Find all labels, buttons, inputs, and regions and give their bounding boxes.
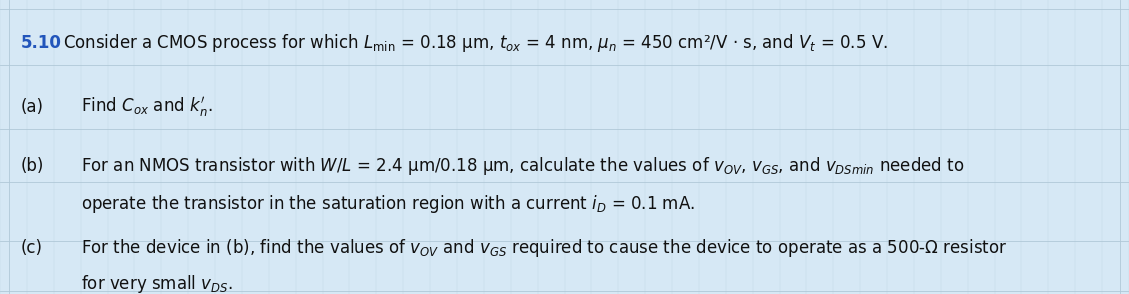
Text: 5.10: 5.10 bbox=[20, 34, 61, 52]
Text: (c): (c) bbox=[20, 239, 42, 258]
Text: Consider a CMOS process for which $L_{\rm min}$ = 0.18 μm, $t_{ox}$ = 4 nm, $\mu: Consider a CMOS process for which $L_{\r… bbox=[63, 32, 889, 54]
Text: for very small $v_{DS}$.: for very small $v_{DS}$. bbox=[81, 273, 234, 294]
Text: Find $C_{ox}$ and $k_n^{\prime}$.: Find $C_{ox}$ and $k_n^{\prime}$. bbox=[81, 95, 212, 119]
Text: (b): (b) bbox=[20, 157, 44, 175]
Text: (a): (a) bbox=[20, 98, 43, 116]
Text: For an NMOS transistor with $W/L$ = 2.4 μm/0.18 μm, calculate the values of $v_{: For an NMOS transistor with $W/L$ = 2.4 … bbox=[81, 155, 964, 177]
Text: operate the transistor in the saturation region with a current $i_D$ = 0.1 mA.: operate the transistor in the saturation… bbox=[81, 193, 695, 215]
Text: For the device in (b), find the values of $v_{OV}$ and $v_{GS}$ required to caus: For the device in (b), find the values o… bbox=[81, 238, 1007, 259]
